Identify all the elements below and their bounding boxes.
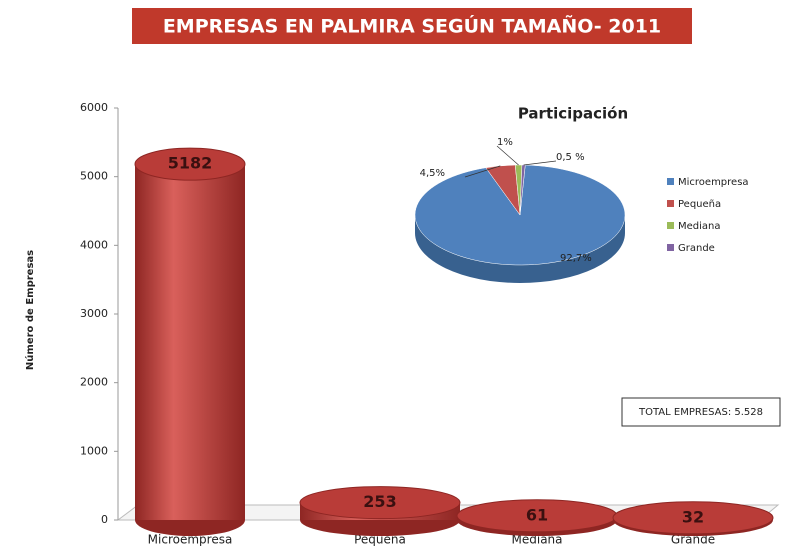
pie-label: 1% <box>497 137 513 148</box>
pie-label: 92,7% <box>560 253 592 264</box>
bar <box>135 164 245 521</box>
y-axis-label: Número de Empresas <box>24 250 36 370</box>
data-label: 253 <box>363 492 396 511</box>
cylinder-top <box>612 501 774 535</box>
legend-swatch <box>667 178 674 185</box>
y-tick-label: 6000 <box>80 101 108 114</box>
y-tick-label: 0 <box>101 513 108 526</box>
legend-label: Mediana <box>678 221 721 232</box>
total-box <box>621 397 781 427</box>
cylinder-top <box>299 486 461 520</box>
pie-label: 0,5 % <box>556 152 585 163</box>
y-tick-label: 5000 <box>80 170 108 183</box>
cylinder-top <box>134 147 246 181</box>
leader-line <box>464 165 501 178</box>
legend-swatch <box>667 222 674 229</box>
chart-title: EMPRESAS EN PALMIRA SEGÚN TAMAÑO- 2011 <box>163 14 661 38</box>
y-tick-label: 3000 <box>80 307 108 320</box>
legend-label: Pequeña <box>678 199 721 210</box>
x-tick-label: Microempresa <box>148 533 233 547</box>
legend-swatch <box>667 244 674 251</box>
y-tick-label: 4000 <box>80 238 108 251</box>
legend-label: Microempresa <box>678 177 749 188</box>
legend-label: Grande <box>678 243 715 254</box>
total-label: TOTAL EMPRESAS: 5.528 <box>638 407 763 418</box>
y-tick-label: 1000 <box>80 444 108 457</box>
pie-title: Participación <box>518 105 628 123</box>
title-banner <box>132 8 692 44</box>
data-label: 32 <box>682 507 704 526</box>
x-tick-label: Mediana <box>512 533 563 547</box>
leader-line <box>523 160 557 166</box>
x-tick-label: Grande <box>671 533 715 547</box>
y-tick-label: 2000 <box>80 376 108 389</box>
pie-label: 4,5% <box>420 168 445 179</box>
data-label: 5182 <box>168 154 213 173</box>
legend-swatch <box>667 200 674 207</box>
data-label: 61 <box>526 505 548 524</box>
pie-side <box>415 215 625 283</box>
leader-line <box>496 145 519 166</box>
x-tick-label: Pequeña <box>354 533 406 547</box>
